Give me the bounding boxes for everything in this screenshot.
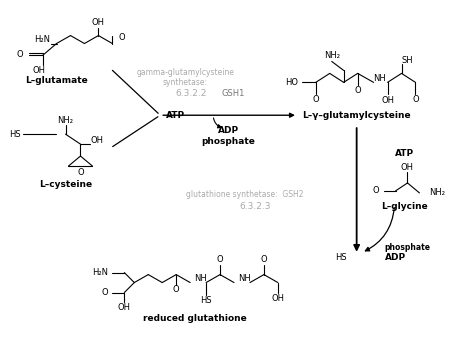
Text: OH: OH [381,96,394,105]
Text: L–glycine: L–glycine [381,203,428,211]
Text: O: O [173,285,180,294]
Text: glutathione synthetase:  GSH2: glutathione synthetase: GSH2 [186,190,304,199]
Text: H₂N: H₂N [35,35,51,44]
Text: OH: OH [91,136,103,145]
Text: ADP: ADP [218,126,238,135]
Text: ATP: ATP [395,149,414,158]
Text: L–glutamate: L–glutamate [25,76,88,85]
Text: NH: NH [374,74,386,83]
Text: O: O [118,33,125,42]
Text: O: O [312,95,319,104]
Text: OH: OH [32,66,45,75]
Text: phosphate: phosphate [384,243,430,252]
Text: SH: SH [401,56,413,65]
Text: 6.3.2.3: 6.3.2.3 [239,203,271,211]
Text: OH: OH [401,162,414,171]
Text: HS: HS [201,296,212,305]
Text: NH₂: NH₂ [429,188,446,197]
Text: NH₂: NH₂ [324,51,340,60]
Text: ATP: ATP [165,111,185,120]
Text: reduced glutathione: reduced glutathione [143,314,247,323]
Text: gamma-glutamylcysteine: gamma-glutamylcysteine [136,68,234,77]
Text: L–γ–glutamylcysteine: L–γ–glutamylcysteine [302,111,411,120]
Text: O: O [373,186,380,195]
Text: L–cysteine: L–cysteine [39,180,92,189]
Text: phosphate: phosphate [201,137,255,146]
Text: OH: OH [272,294,284,303]
Text: O: O [102,288,109,297]
Text: HO: HO [285,78,298,87]
Text: O: O [16,50,23,59]
Text: HS: HS [335,253,346,262]
Text: O: O [77,168,84,177]
Text: HS: HS [9,130,21,139]
Text: NH: NH [238,274,251,283]
Text: NH₂: NH₂ [57,116,73,125]
Text: O: O [261,255,267,264]
Text: NH: NH [194,274,207,283]
Text: H₂N: H₂N [92,268,109,277]
Text: O: O [355,86,361,95]
Text: synthetase:: synthetase: [163,78,208,87]
Text: O: O [217,255,223,264]
Text: ADP: ADP [384,253,406,262]
Text: GSH1: GSH1 [221,89,245,98]
Text: O: O [412,95,419,104]
Text: OH: OH [92,18,105,27]
Text: 6.3.2.2: 6.3.2.2 [175,89,207,98]
Text: OH: OH [118,303,131,312]
